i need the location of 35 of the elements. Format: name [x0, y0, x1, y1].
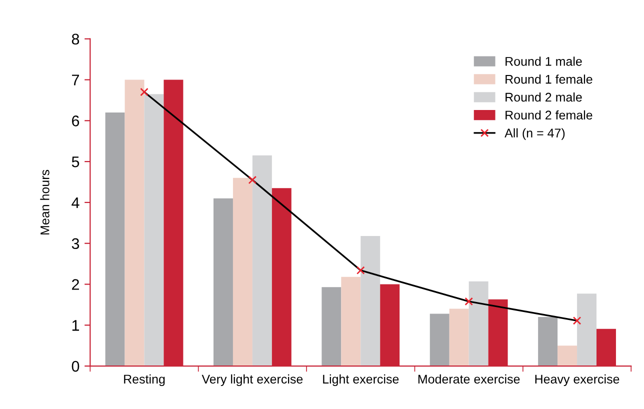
legend-label: Round 1 female	[506, 74, 592, 84]
bar	[577, 294, 596, 366]
x-tick-label: Moderate exercise	[418, 374, 520, 384]
bar	[214, 198, 233, 366]
legend-label: Round 1 male	[506, 56, 582, 66]
y-tick-label: 3	[72, 238, 80, 250]
y-tick-label: 2	[72, 279, 79, 290]
bar	[430, 314, 450, 366]
y-tick-label: 5	[72, 156, 80, 168]
x-tick-label: Light exercise	[323, 374, 399, 386]
bar	[468, 281, 488, 366]
x-tick-label: Heavy exercise	[535, 374, 620, 386]
y-tick-label: 8	[72, 34, 80, 45]
x-tick-label: Very light exercise	[202, 374, 303, 386]
bar	[538, 316, 558, 366]
y-tick-label: 7	[72, 74, 79, 86]
x-tick-label: Resting	[124, 374, 165, 386]
legend-label: All (n = 47)	[504, 128, 565, 140]
legend-label: Round 2 male	[506, 92, 582, 102]
y-axis-title: Mean hours	[40, 170, 50, 234]
legend-label: Round 2 female	[506, 110, 592, 120]
bar	[232, 178, 252, 366]
y-tick-label: 1	[72, 320, 79, 331]
bar	[341, 276, 361, 366]
bar	[322, 287, 342, 366]
bar	[144, 94, 164, 366]
bar	[105, 112, 125, 366]
bar	[360, 236, 380, 366]
y-tick-label: 0	[72, 360, 80, 372]
y-tick-label: 6	[72, 116, 80, 126]
bar	[252, 155, 272, 366]
bar	[124, 80, 144, 366]
y-tick-label: 4	[72, 197, 80, 208]
bar	[558, 346, 578, 366]
bar	[449, 308, 469, 366]
